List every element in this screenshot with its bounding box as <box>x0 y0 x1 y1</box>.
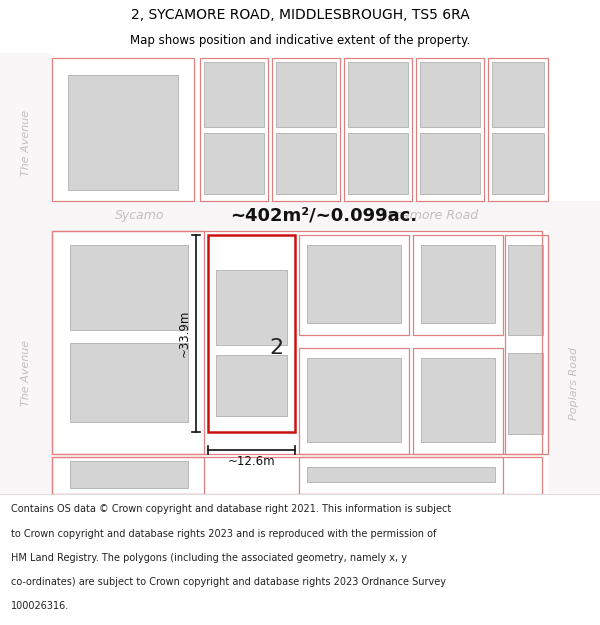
Bar <box>200 58 268 201</box>
Bar <box>52 58 194 201</box>
Bar <box>413 348 503 454</box>
Bar <box>420 61 480 127</box>
Text: Contains OS data © Crown copyright and database right 2021. This information is : Contains OS data © Crown copyright and d… <box>11 504 451 514</box>
Bar <box>216 270 287 346</box>
Bar <box>52 457 542 494</box>
Text: Sycamore Road: Sycamore Road <box>380 209 478 222</box>
Bar <box>52 457 204 494</box>
Bar <box>508 353 543 434</box>
Text: ~12.6m: ~12.6m <box>227 454 275 468</box>
Bar <box>505 235 548 454</box>
Bar <box>492 61 544 127</box>
Bar <box>307 467 495 482</box>
Bar <box>52 231 204 454</box>
Bar <box>204 132 264 194</box>
Bar <box>307 245 401 323</box>
Text: The Avenue: The Avenue <box>21 110 31 176</box>
Bar <box>68 74 178 190</box>
Bar <box>413 235 503 335</box>
Text: HM Land Registry. The polygons (including the associated geometry, namely x, y: HM Land Registry. The polygons (includin… <box>11 552 407 562</box>
Bar <box>70 343 188 421</box>
Text: ~33.9m: ~33.9m <box>178 309 191 357</box>
Bar <box>548 201 600 494</box>
Bar <box>208 235 295 432</box>
Text: 100026316.: 100026316. <box>11 601 69 611</box>
Text: 2: 2 <box>269 338 283 358</box>
Bar <box>70 461 188 488</box>
Bar <box>508 245 543 335</box>
Text: to Crown copyright and database rights 2023 and is reproduced with the permissio: to Crown copyright and database rights 2… <box>11 529 436 539</box>
Text: 2, SYCAMORE ROAD, MIDDLESBROUGH, TS5 6RA: 2, SYCAMORE ROAD, MIDDLESBROUGH, TS5 6RA <box>131 8 469 22</box>
Bar <box>307 358 401 442</box>
Bar <box>272 58 340 201</box>
Bar <box>416 58 484 201</box>
Bar <box>348 132 408 194</box>
Text: The Avenue: The Avenue <box>21 341 31 406</box>
Bar <box>420 132 480 194</box>
Bar <box>70 245 188 330</box>
Text: Sycamo: Sycamo <box>115 209 164 222</box>
Bar <box>421 358 495 442</box>
Bar <box>421 245 495 323</box>
Bar <box>348 61 408 127</box>
Bar <box>52 231 542 454</box>
Bar <box>492 132 544 194</box>
Text: Map shows position and indicative extent of the property.: Map shows position and indicative extent… <box>130 34 470 48</box>
Bar <box>488 58 548 201</box>
Bar <box>204 61 264 127</box>
Bar <box>299 457 503 494</box>
Bar <box>0 52 52 494</box>
Text: ~402m²/~0.099ac.: ~402m²/~0.099ac. <box>230 207 417 225</box>
Bar <box>344 58 412 201</box>
Bar <box>276 61 336 127</box>
Bar <box>276 132 336 194</box>
Text: co-ordinates) are subject to Crown copyright and database rights 2023 Ordnance S: co-ordinates) are subject to Crown copyr… <box>11 577 446 587</box>
Bar <box>216 356 287 416</box>
Bar <box>299 348 409 454</box>
Bar <box>0 201 600 231</box>
Text: Poplars Road: Poplars Road <box>569 347 579 420</box>
Bar <box>299 235 409 335</box>
